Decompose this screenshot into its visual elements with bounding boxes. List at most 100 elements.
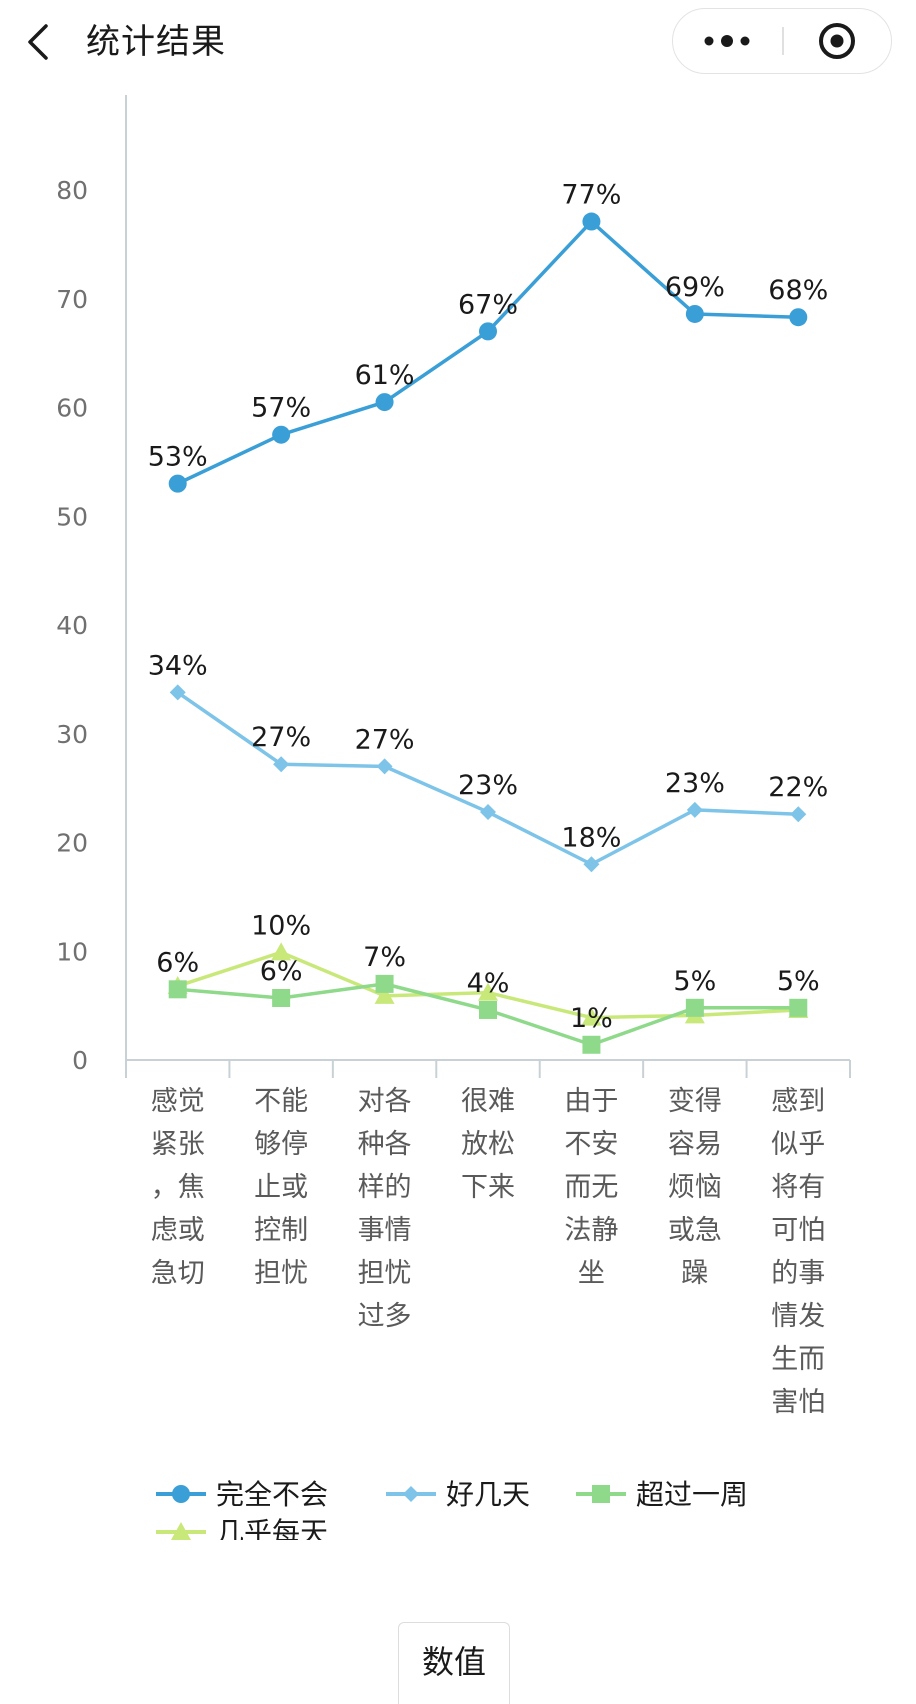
data-label: 68% xyxy=(768,275,828,306)
data-point xyxy=(685,998,704,1017)
data-point xyxy=(480,804,496,821)
data-label: 5% xyxy=(673,966,716,997)
data-point xyxy=(169,684,186,701)
more-dots-icon xyxy=(704,35,750,47)
data-label: 18% xyxy=(561,822,621,853)
x-category-label: 很难 xyxy=(461,1086,515,1117)
data-point xyxy=(686,801,703,818)
y-tick-label: 50 xyxy=(56,502,88,531)
data-point xyxy=(168,474,187,493)
x-category-label: 容易 xyxy=(668,1129,722,1160)
capsule-divider xyxy=(782,27,784,55)
x-category-label: 似乎 xyxy=(771,1129,825,1160)
x-category-label: 担忧 xyxy=(254,1258,308,1289)
data-point xyxy=(271,942,292,961)
data-point xyxy=(582,1035,601,1054)
x-category-label: 急切 xyxy=(151,1258,205,1289)
y-tick-label: 60 xyxy=(56,394,88,423)
x-category-label: 不安 xyxy=(564,1129,618,1160)
data-label: 6% xyxy=(156,947,199,978)
x-category-label: 控制 xyxy=(254,1215,308,1246)
data-point xyxy=(592,1485,610,1503)
x-category-label: 种各 xyxy=(358,1129,412,1160)
x-category-label: 烦恼 xyxy=(668,1172,722,1203)
x-category-label: 止或 xyxy=(254,1172,308,1203)
data-point xyxy=(685,304,704,323)
y-tick-label: 0 xyxy=(72,1046,88,1075)
data-point xyxy=(374,985,395,1004)
legend-label: 超过一周 xyxy=(636,1478,748,1511)
y-tick-label: 10 xyxy=(56,937,88,966)
data-label: 69% xyxy=(665,272,725,303)
data-label: 53% xyxy=(148,442,208,473)
data-label: 22% xyxy=(768,772,828,803)
data-point xyxy=(376,758,393,775)
y-tick-label: 40 xyxy=(56,611,88,640)
data-point xyxy=(478,982,498,1001)
x-category-label: 可怕 xyxy=(771,1215,825,1246)
data-point xyxy=(582,212,601,231)
x-category-label: 对各 xyxy=(358,1086,412,1117)
x-category-label: 事情 xyxy=(358,1215,412,1246)
menu-capsule xyxy=(672,8,892,74)
y-tick-label: 20 xyxy=(56,829,88,858)
x-category-label: 下来 xyxy=(461,1172,515,1203)
x-category-label: 过多 xyxy=(358,1301,412,1332)
data-point xyxy=(581,1007,602,1026)
data-point xyxy=(375,393,394,412)
x-category-label: 够停 xyxy=(254,1129,308,1160)
x-category-label: 的事 xyxy=(771,1258,825,1289)
data-label: 7% xyxy=(363,942,406,973)
data-point xyxy=(171,1522,191,1540)
chevron-left-icon xyxy=(28,24,48,60)
y-tick-label: 30 xyxy=(56,720,88,749)
legend-label: 几乎每天 xyxy=(216,1516,328,1540)
x-category-label: 样的 xyxy=(358,1172,412,1203)
y-tick-label: 80 xyxy=(56,176,88,205)
legend-label: 完全不会 xyxy=(216,1478,328,1511)
close-miniprogram-button[interactable] xyxy=(785,9,891,72)
x-category-label: 情发 xyxy=(771,1301,825,1332)
data-point xyxy=(273,756,290,773)
x-category-label: ，焦 xyxy=(151,1172,205,1203)
y-tick-label: 70 xyxy=(56,285,88,314)
data-point xyxy=(272,989,291,1008)
x-category-label: 或急 xyxy=(668,1215,722,1246)
data-label: 57% xyxy=(251,393,311,424)
target-circle-icon xyxy=(819,23,855,59)
data-label: 10% xyxy=(251,910,311,941)
back-button[interactable] xyxy=(18,18,62,66)
navigation-bar: 统计结果 xyxy=(0,0,916,86)
data-point xyxy=(403,1486,419,1502)
data-label: 67% xyxy=(458,289,518,320)
data-point xyxy=(479,1000,497,1019)
series-line xyxy=(176,219,799,486)
x-category-label: 变得 xyxy=(668,1086,722,1117)
data-label: 27% xyxy=(251,722,311,753)
data-point xyxy=(375,974,394,993)
data-point xyxy=(479,322,497,341)
data-point xyxy=(790,806,807,823)
data-label: 61% xyxy=(355,360,415,391)
data-point xyxy=(272,425,291,444)
more-button[interactable] xyxy=(673,9,781,72)
x-category-label: 放松 xyxy=(461,1129,515,1160)
x-category-label: 法静 xyxy=(564,1215,618,1246)
data-label: 6% xyxy=(260,956,303,987)
x-category-label: 虑或 xyxy=(151,1215,205,1246)
x-category-label: 而无 xyxy=(564,1172,618,1203)
data-label: 34% xyxy=(148,650,208,681)
data-label: 77% xyxy=(561,180,621,211)
x-category-label: 害怕 xyxy=(771,1387,825,1418)
data-point xyxy=(583,856,600,873)
x-category-label: 生而 xyxy=(771,1344,825,1375)
x-category-label: 感觉 xyxy=(151,1086,205,1117)
x-category-label: 将有 xyxy=(771,1172,825,1203)
data-label: 23% xyxy=(458,770,518,801)
data-label: 4% xyxy=(467,968,510,999)
x-category-label: 感到 xyxy=(771,1086,825,1117)
values-button[interactable]: 数值 xyxy=(398,1622,510,1704)
data-label: 27% xyxy=(355,724,415,755)
legend-label: 好几天 xyxy=(446,1478,530,1511)
x-category-label: 躁 xyxy=(681,1258,708,1289)
